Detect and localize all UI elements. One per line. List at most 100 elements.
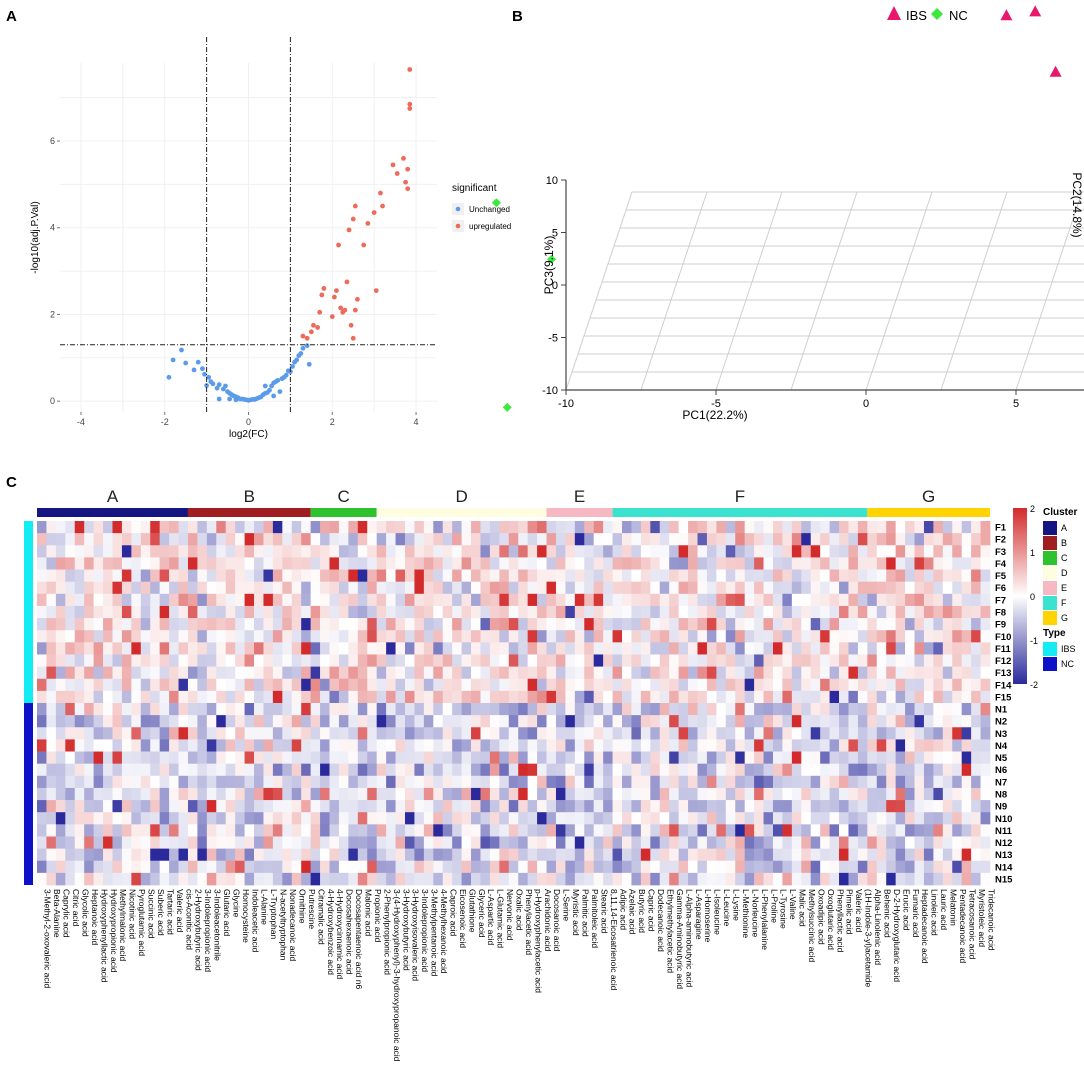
heatmap-cell [933, 703, 944, 716]
heatmap-cell [914, 533, 925, 546]
heatmap-cell [272, 533, 283, 546]
heatmap-cell [395, 581, 406, 595]
heatmap-cell [348, 763, 359, 777]
heatmap-cell [65, 557, 76, 570]
heatmap-cell [886, 824, 896, 837]
heatmap-cell [169, 836, 179, 849]
heatmap-cell [489, 848, 500, 862]
heatmap-cell [310, 666, 321, 680]
column-label: L-Alanine [260, 889, 270, 925]
heatmap-cell [725, 775, 736, 789]
heatmap-cell [338, 642, 349, 655]
heatmap-cell [46, 812, 57, 825]
heatmap-cell [933, 654, 944, 667]
heatmap-cell [301, 751, 311, 765]
heatmap-cell [622, 739, 632, 752]
heatmap-cell [555, 533, 566, 546]
heatmap-cell [716, 703, 727, 716]
heatmap-cell [810, 812, 821, 825]
heatmap-cell [518, 666, 529, 680]
heatmap-cell [537, 872, 547, 886]
cluster-label-a: A [107, 487, 119, 506]
heatmap-cell [565, 739, 576, 752]
heatmap-cell [442, 642, 453, 655]
heatmap-cell [159, 751, 170, 765]
heatmap-cell [348, 557, 359, 570]
heatmap-cell [423, 703, 434, 716]
row-label: F12 [995, 656, 1011, 667]
heatmap-cell [150, 678, 161, 692]
heatmap-cell [386, 678, 396, 692]
heatmap-cell [348, 678, 359, 692]
heatmap-cell [716, 836, 727, 849]
heatmap-cell [216, 678, 227, 692]
heatmap-cell [716, 860, 727, 874]
heatmap-cell [697, 812, 708, 825]
heatmap-cell [971, 642, 981, 655]
heatmap-cell [565, 545, 576, 558]
heatmap-cell [857, 593, 868, 607]
heatmap-cell [206, 812, 217, 825]
heatmap-cell [895, 787, 906, 801]
heatmap-cell [46, 800, 57, 813]
heatmap-cell [414, 836, 425, 849]
heatmap-cell [235, 775, 245, 789]
heatmap-cell [518, 581, 529, 595]
heatmap-cell [574, 763, 585, 777]
heatmap-cell [933, 872, 944, 886]
heatmap-cell [886, 703, 896, 716]
heatmap-cell [574, 569, 585, 583]
heatmap-cell [876, 860, 887, 874]
heatmap-cell [725, 642, 736, 655]
heatmap-cell [216, 848, 227, 862]
heatmap-cell [37, 787, 47, 801]
heatmap-cell [442, 787, 453, 801]
heatmap-cell [433, 751, 444, 765]
heatmap-cell [584, 848, 595, 862]
heatmap-cell [423, 787, 434, 801]
heatmap-cell [754, 836, 764, 849]
heatmap-cell [933, 787, 944, 801]
heatmap-cell [867, 812, 878, 825]
heatmap-cell [612, 533, 623, 546]
column-label: L-Proline [769, 889, 779, 923]
heatmap-cell [216, 569, 227, 583]
heatmap-cell [187, 557, 198, 570]
heatmap-cell [320, 836, 330, 849]
heatmap-cell [716, 533, 727, 546]
heatmap-cell [131, 715, 142, 728]
heatmap-cell [310, 618, 321, 631]
pc1-tick-label: 5 [1013, 398, 1019, 410]
heatmap-cell [386, 690, 396, 704]
heatmap-cell [952, 690, 963, 704]
heatmap-cell [471, 581, 481, 595]
heatmap-cell [612, 690, 623, 704]
heatmap-cell [518, 630, 529, 643]
heatmap-cell [348, 630, 359, 643]
heatmap-cell [650, 569, 661, 583]
point-unchanged [183, 360, 189, 366]
pc2-axis-label: PC2(14.8%) [1070, 172, 1084, 237]
heatmap-cell [876, 715, 887, 728]
heatmap-cell [820, 848, 830, 862]
heatmap-cell [433, 618, 444, 631]
heatmap-cell [93, 654, 104, 667]
heatmap-cell [678, 800, 689, 813]
heatmap-cell [178, 666, 189, 680]
heatmap-cell [263, 848, 274, 862]
row-label: N14 [995, 862, 1013, 873]
heatmap-cell [688, 715, 698, 728]
heatmap-cell [93, 545, 104, 558]
heatmap-cell [489, 678, 500, 692]
heatmap-cell [452, 557, 462, 570]
heatmap-cell [848, 642, 859, 655]
row-label: F3 [995, 547, 1006, 558]
heatmap-cell [74, 775, 85, 789]
heatmap-cell [555, 800, 566, 813]
heatmap-cell [140, 800, 151, 813]
heatmap-cell [404, 860, 415, 874]
heatmap-cell [159, 605, 170, 619]
heatmap-cell [555, 739, 566, 752]
point-unchanged [290, 364, 295, 369]
heatmap-cell [272, 872, 283, 886]
